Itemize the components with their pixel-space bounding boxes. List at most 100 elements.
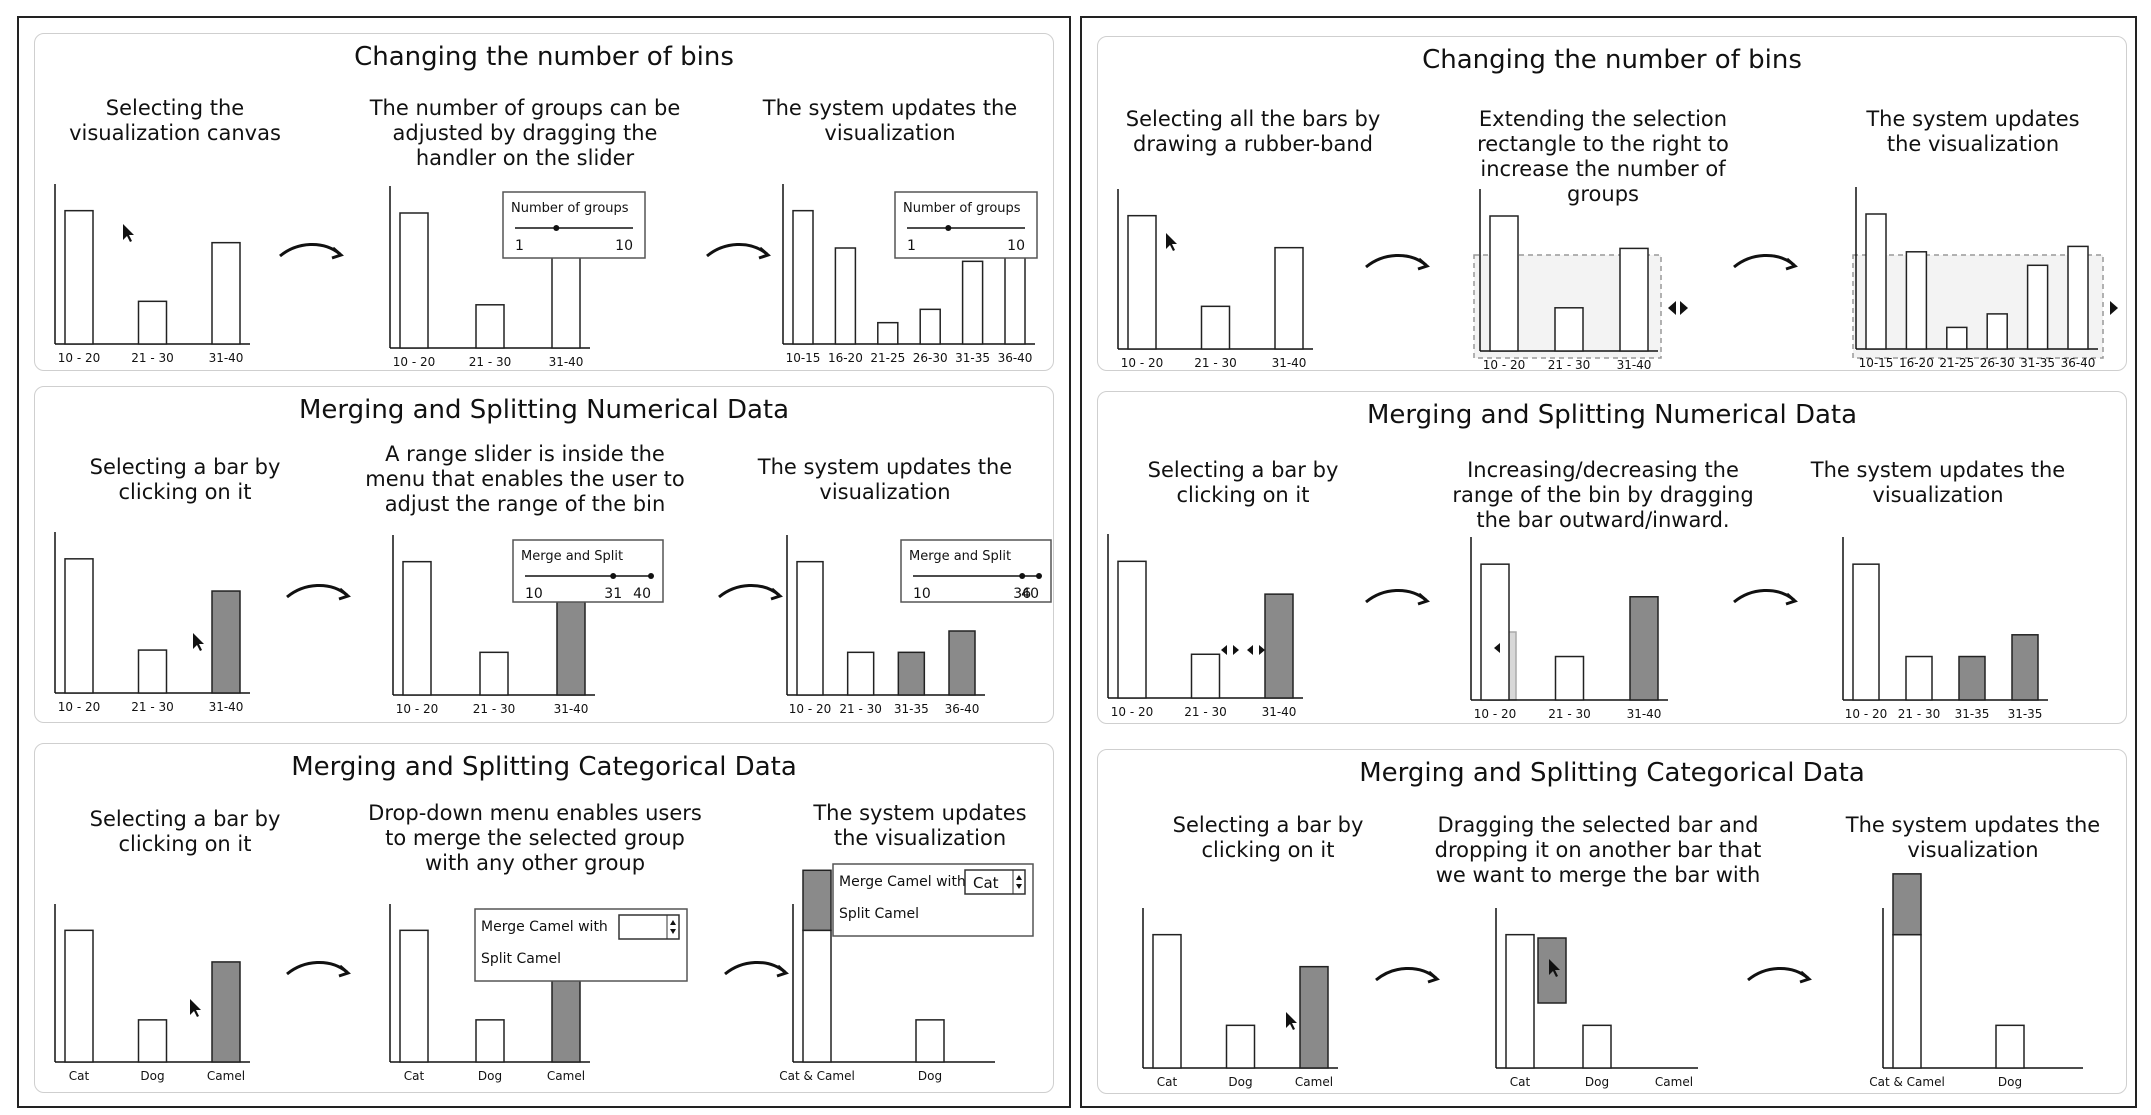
tick-label: 16-20 — [828, 351, 863, 365]
bar — [1274, 246, 1304, 350]
resize-handle-icon — [1221, 645, 1265, 655]
section-diagram: 10 - 20 21 - 30 31-40 10 - 20 21 - 30 31-40 … — [54, 532, 1052, 716]
section-categorical: Merging and Splitting Categorical Data S… — [1097, 749, 2127, 1094]
tick-label: 31-35 — [894, 702, 929, 716]
tick-label: 21 - 30 — [131, 700, 174, 714]
tick-label: 21 - 30 — [1194, 356, 1237, 370]
cursor-icon — [1286, 1012, 1297, 1030]
bar — [1946, 326, 1968, 350]
menu-merge-item: Merge Camel with — [481, 919, 608, 935]
bar — [211, 241, 241, 345]
tick-label: 21 - 30 — [131, 351, 174, 365]
slider-handle — [648, 573, 654, 579]
bar — [1958, 655, 1986, 701]
step-1-caption: Selecting a bar by clicking on it — [1172, 813, 1364, 862]
tick-label: Camel — [1295, 1075, 1333, 1089]
bar — [846, 651, 875, 696]
tick-label: 10 - 20 — [1483, 358, 1526, 372]
tick-label: 10 - 20 — [393, 355, 436, 369]
tick-label: 31-40 — [549, 355, 584, 369]
tick-label: Cat & Camel — [779, 1069, 855, 1083]
merge-target-select — [618, 914, 680, 940]
dragged-bar — [1537, 937, 1567, 1004]
popup-title: Number of groups — [903, 201, 1021, 216]
tick-label: Cat — [1510, 1075, 1531, 1089]
step-2-caption: The number of groups can be adjusted by … — [369, 96, 681, 170]
bar — [1865, 213, 1887, 350]
bar — [877, 321, 899, 345]
right-panel: Changing the number of bins Selecting al… — [1080, 16, 2137, 1108]
menu-merge-item: Merge Camel with — [839, 874, 966, 890]
section-title: Merging and Splitting Numerical Data — [1366, 400, 1858, 430]
arrow-icon — [286, 583, 348, 599]
bar — [1852, 563, 1880, 701]
section-title: Changing the number of bins — [1422, 45, 1802, 75]
step-3-caption: The system updates the visualization — [762, 96, 1018, 145]
step-2-caption: Increasing/decreasing the range of the b… — [1452, 458, 1754, 532]
tick-label: Dog — [1998, 1075, 2022, 1089]
bar — [1190, 653, 1221, 699]
bar — [211, 961, 241, 1063]
slider-min-label: 1 — [907, 238, 916, 254]
section-bins: Changing the number of bins Selecting al… — [1097, 36, 2127, 372]
merge-target-value: Cat — [973, 874, 999, 892]
arrow-icon — [279, 242, 341, 258]
slider-min-label: 10 — [913, 586, 931, 602]
tick-label: 31-40 — [554, 702, 589, 716]
bar — [2067, 245, 2089, 350]
section-diagram: Cat Dog Camel Cat Dog Camel Cat & Camel Dog — [1142, 873, 2083, 1089]
merge-camel-menu: Merge Camel with Cat Split Camel — [832, 863, 1034, 937]
bar — [919, 308, 941, 345]
bar — [64, 209, 94, 345]
popup-box — [894, 191, 1038, 259]
arrow-icon — [1365, 253, 1427, 269]
section-title: Merging and Splitting Numerical Data — [298, 395, 790, 425]
tick-label: Dog — [140, 1069, 164, 1083]
bar — [948, 630, 976, 696]
chevron-up-icon — [670, 920, 676, 925]
tick-label: 16-20 — [1899, 356, 1934, 370]
stacked-bar — [802, 869, 832, 932]
rubber-band-selection — [1852, 254, 2104, 359]
tick-label: 36-40 — [945, 702, 980, 716]
chevron-down-icon — [670, 929, 676, 934]
resize-handle-icon — [1668, 301, 1688, 315]
tick-label: 26-30 — [913, 351, 948, 365]
bar — [1117, 560, 1147, 699]
step-3-chart: 10-15 16-20 21-25 26-30 31-35 36-40 — [1855, 187, 2098, 370]
slider-handle — [553, 225, 560, 231]
step-3-chart: 10 - 20 21 - 30 31-35 36-40 — [786, 535, 985, 716]
section-title: Changing the number of bins — [354, 42, 734, 72]
step-2-caption: Extending the selection rectangle to the… — [1477, 107, 1729, 206]
slider-min-label: 10 — [525, 586, 543, 602]
tick-label: 10 - 20 — [1121, 356, 1164, 370]
drag-left-icon — [1494, 643, 1500, 653]
bar — [399, 929, 429, 1063]
menu-split-item: Split Camel — [481, 951, 561, 967]
tick-label: Cat — [1157, 1075, 1178, 1089]
bar — [1619, 247, 1649, 352]
section-title: Merging and Splitting Categorical Data — [291, 752, 797, 782]
arrow-icon — [706, 242, 768, 258]
bar — [1905, 655, 1933, 701]
tick-label: 10 - 20 — [58, 700, 101, 714]
slider-max-label: 40 — [633, 586, 651, 602]
bar — [897, 651, 926, 696]
tick-label: 10 - 20 — [58, 351, 101, 365]
step-3-chart: Cat & Camel Dog — [779, 869, 995, 1083]
tick-label: 36-40 — [2061, 356, 2096, 370]
slider-handle — [610, 573, 617, 579]
tick-label: Dog — [1585, 1075, 1609, 1089]
slider-value: 36 — [1013, 586, 1031, 602]
tick-label: Camel — [207, 1069, 245, 1083]
arrow-icon — [1733, 253, 1795, 269]
section-title: Merging and Splitting Categorical Data — [1359, 758, 1865, 788]
bar — [1225, 1024, 1256, 1069]
tick-label: 21 - 30 — [1548, 358, 1591, 372]
bar — [834, 247, 857, 345]
section-diagram: 10 - 20 21 - 30 31-40 10 - 20 21 - 30 31-40 … — [1107, 534, 2048, 721]
bar — [802, 929, 832, 1063]
tick-label: Dog — [918, 1069, 942, 1083]
tick-label: Dog — [478, 1069, 502, 1083]
slider-max-label: 40 — [1021, 586, 1039, 602]
